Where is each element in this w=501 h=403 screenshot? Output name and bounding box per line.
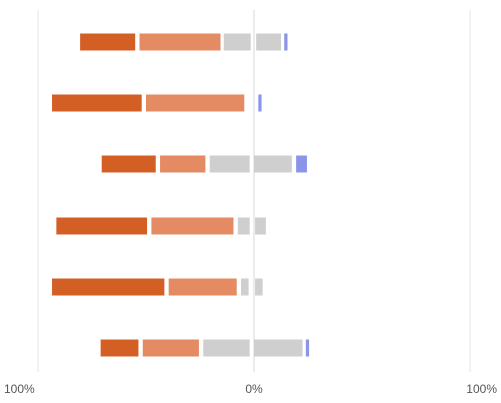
gridlines — [37, 10, 471, 372]
bar-segment-r2-s2 — [146, 94, 245, 112]
bar-segment-r6-s1 — [100, 339, 139, 357]
bar-segment-r1-s5 — [284, 33, 288, 51]
bar-row-4 — [56, 217, 266, 235]
bar-segment-r3-s3 — [209, 155, 250, 173]
x-tick-label-2: 100% — [466, 382, 497, 396]
x-axis-tick-labels: 100% 0% 100% — [4, 382, 497, 396]
bar-segment-r1-s3 — [223, 33, 251, 51]
bar-segment-r6-s3 — [203, 339, 250, 357]
bar-row-5 — [52, 278, 263, 296]
bar-segment-r4-s1 — [56, 217, 148, 235]
bar-segment-r6-s4 — [254, 339, 303, 357]
bar-segment-r3-s4 — [254, 155, 292, 173]
bar-row-1 — [80, 33, 288, 51]
bar-segment-r1-s1 — [80, 33, 136, 51]
bar-segment-r2-s1 — [52, 94, 142, 112]
bar-segment-r1-s2 — [139, 33, 221, 51]
bar-row-3 — [101, 155, 307, 173]
bar-segment-r6-s5 — [305, 339, 310, 357]
bar-segment-r3-s5 — [296, 155, 307, 173]
bar-segment-r5-s2 — [168, 278, 237, 296]
x-tick-label-0: 100% — [4, 382, 35, 396]
bar-segment-r4-s3 — [237, 217, 250, 235]
bar-segment-r5-s1 — [52, 278, 165, 296]
bars — [52, 33, 310, 357]
bar-segment-r3-s2 — [160, 155, 206, 173]
bar-segment-r5-s4 — [255, 278, 263, 296]
x-tick-label-1: 0% — [245, 382, 263, 396]
bar-segment-r6-s2 — [142, 339, 199, 357]
bar-segment-r5-s3 — [241, 278, 249, 296]
bar-segment-r1-s4 — [256, 33, 281, 51]
bar-row-2 — [52, 94, 262, 112]
bar-segment-r2-s3 — [258, 94, 262, 112]
bar-segment-r4-s2 — [151, 217, 234, 235]
bar-segment-r4-s4 — [255, 217, 266, 235]
bar-row-6 — [100, 339, 310, 357]
bar-segment-r3-s1 — [101, 155, 156, 173]
